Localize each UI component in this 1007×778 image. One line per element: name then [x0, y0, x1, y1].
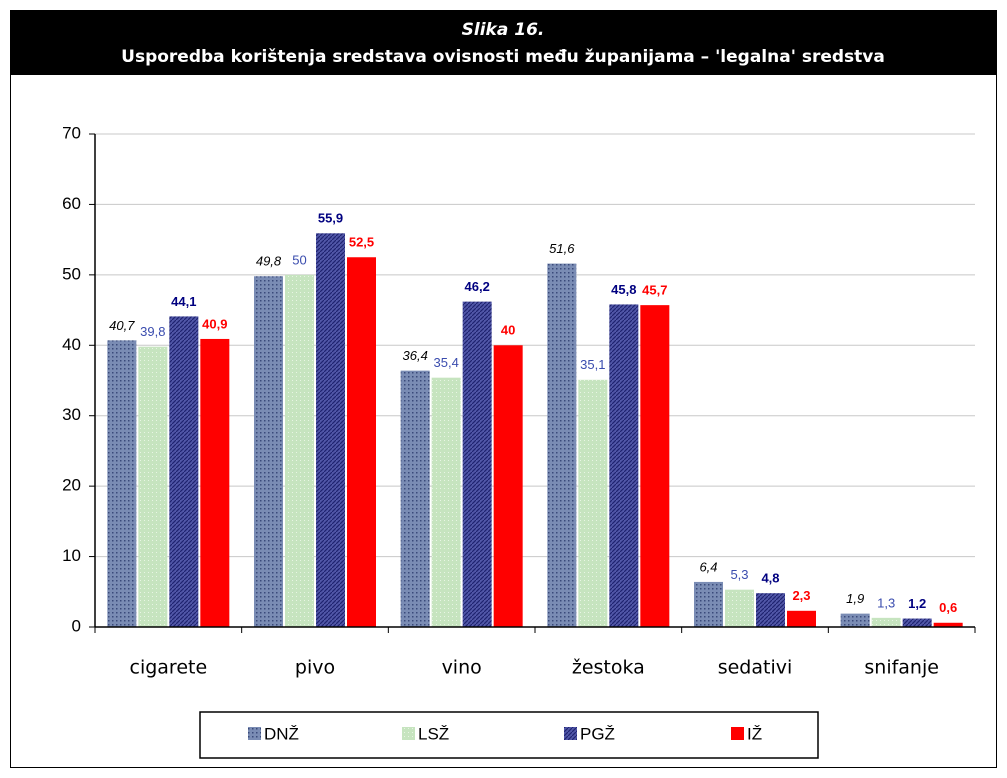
bar: [200, 338, 230, 627]
value-label: 0,6: [939, 600, 957, 615]
value-label: 40: [501, 323, 515, 338]
y-tick-label: 70: [62, 123, 81, 142]
y-tick-label: 40: [62, 335, 81, 354]
bar: [138, 346, 168, 627]
bar: [756, 593, 785, 627]
legend-label: PGŽ: [580, 724, 615, 743]
bar: [462, 301, 492, 627]
value-label: 45,7: [642, 283, 667, 298]
y-tick-label: 0: [72, 616, 81, 635]
chart-subtitle: Usporedba korištenja sredstava ovisnosti…: [121, 47, 885, 67]
legend-swatch: [248, 727, 261, 740]
x-tick-label: žestoka: [572, 657, 645, 679]
value-label: 46,2: [465, 279, 490, 294]
legend-label: DNŽ: [264, 724, 299, 743]
bar: [107, 340, 137, 627]
value-label: 4,8: [761, 571, 779, 586]
value-label: 51,6: [549, 241, 575, 256]
value-label: 35,1: [580, 357, 605, 372]
bar: [902, 618, 932, 627]
value-label: 35,4: [434, 355, 459, 370]
legend-swatch: [564, 727, 577, 740]
value-label: 1,3: [877, 595, 895, 610]
value-label: 40,9: [202, 316, 227, 331]
bar: [578, 379, 608, 627]
bar: [347, 257, 376, 627]
x-tick-label: snifanje: [864, 657, 939, 679]
bar: [285, 274, 314, 627]
value-label: 55,9: [318, 211, 343, 226]
bar: [316, 233, 345, 627]
bar: [400, 370, 430, 627]
value-label: 5,3: [730, 567, 748, 582]
x-tick-label: pivo: [295, 657, 335, 679]
x-tick-label: sedativi: [718, 657, 793, 679]
value-label: 40,7: [109, 318, 135, 333]
x-tick-label: vino: [442, 657, 482, 679]
value-label: 49,8: [256, 254, 282, 269]
legend-box: [199, 711, 819, 759]
legend-label: IŽ: [747, 724, 762, 743]
value-label: 44,1: [171, 294, 196, 309]
bar: [431, 377, 461, 627]
legend-swatch: [402, 727, 415, 740]
header-box: [10, 10, 997, 74]
y-tick-label: 30: [62, 405, 81, 424]
y-tick-label: 20: [62, 476, 81, 495]
bar: [933, 622, 963, 627]
y-tick-label: 10: [62, 546, 81, 565]
value-label: 45,8: [611, 282, 636, 297]
bar: [840, 613, 870, 627]
value-label: 1,2: [908, 596, 926, 611]
x-tick-label: cigarete: [130, 657, 208, 679]
value-label: 2,3: [792, 588, 810, 603]
value-label: 6,4: [699, 559, 717, 574]
bar: [547, 263, 577, 627]
bar: [871, 617, 901, 627]
legend-swatch: [731, 727, 744, 740]
bar: [640, 305, 670, 627]
bar: [493, 345, 523, 627]
bar: [609, 304, 639, 627]
value-label: 52,5: [349, 235, 374, 250]
chart-title: Slika 16.: [462, 20, 545, 40]
bar: [169, 316, 199, 627]
y-tick-label: 60: [62, 194, 81, 213]
bar: [787, 610, 816, 627]
y-tick-label: 50: [62, 264, 81, 283]
bar: [254, 276, 283, 627]
value-label: 39,8: [140, 324, 165, 339]
bar: [694, 581, 723, 627]
value-label: 50: [292, 252, 306, 267]
bar: [725, 589, 754, 627]
legend-label: LSŽ: [418, 724, 449, 743]
chart-frame: [10, 74, 997, 768]
value-label: 36,4: [403, 348, 428, 363]
value-label: 1,9: [846, 591, 864, 606]
